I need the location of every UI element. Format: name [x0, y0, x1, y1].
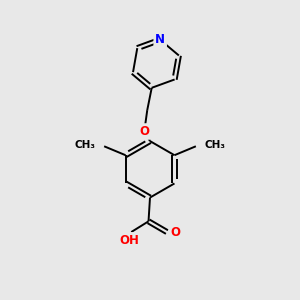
- Text: O: O: [170, 226, 181, 238]
- Text: O: O: [139, 125, 149, 138]
- Text: CH₃: CH₃: [75, 140, 96, 150]
- Text: N: N: [155, 33, 165, 46]
- Text: CH₃: CH₃: [204, 140, 225, 150]
- Text: OH: OH: [120, 234, 140, 247]
